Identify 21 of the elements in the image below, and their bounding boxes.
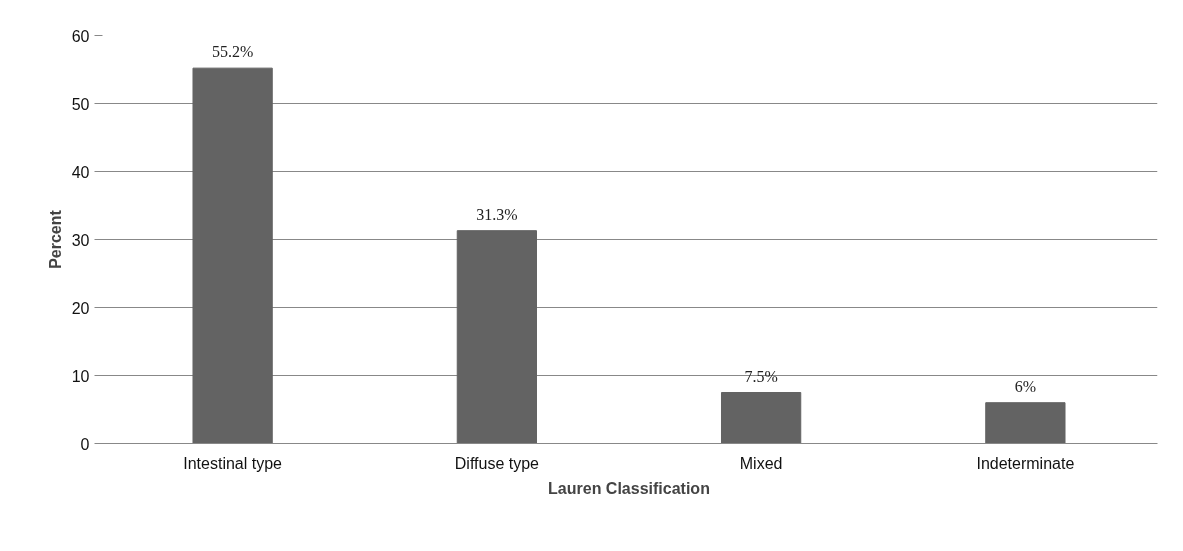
bar (985, 402, 1066, 444)
x-tick-label: Intestinal type (183, 454, 283, 472)
data-label: 55.2% (211, 43, 254, 61)
data-label: 6% (1014, 377, 1037, 395)
x-tick-label: Diffuse type (454, 454, 540, 472)
data-label: 31.3% (476, 205, 518, 223)
y-tick-label: 60 (71, 27, 90, 45)
bar (456, 230, 538, 444)
x-tick-label: Indeterminate (976, 454, 1075, 472)
bar (192, 67, 273, 444)
y-tick-label: 20 (71, 299, 90, 317)
y-tick-label: 0 (80, 435, 90, 453)
bar (720, 392, 802, 444)
y-tick-label: 50 (71, 95, 90, 113)
data-label: 7.5% (744, 367, 778, 385)
y-axis-title: Percent (46, 209, 64, 269)
y-tick-label: 40 (71, 163, 90, 181)
y-tick-label: 30 (71, 231, 90, 249)
x-tick-label: Mixed (739, 454, 783, 472)
x-axis-title: Lauren Classification (548, 479, 710, 497)
y-tick-label: 10 (71, 367, 90, 385)
